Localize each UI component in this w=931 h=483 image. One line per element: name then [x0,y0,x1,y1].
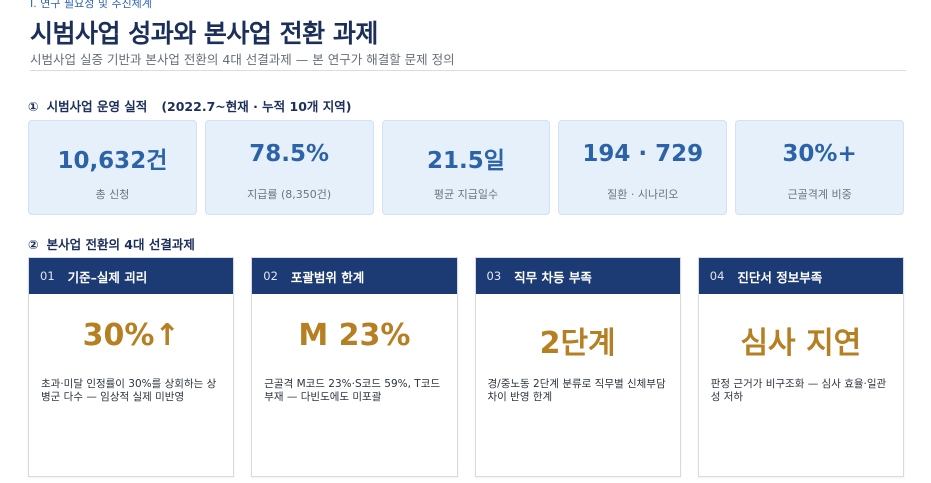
task-title: 직무 차등 부족 [514,269,592,285]
section-subtitle: (2022.7~현재 · 누적 10개 지역) [161,99,352,114]
task-title: 기준–실제 괴리 [67,269,148,285]
task-highlight: 심사 지연 [740,326,862,361]
page-title: 시범사업 성과와 본사업 전환 과제 [30,19,378,48]
section-tag: I. 연구 필요성 및 추진체계 [30,0,152,10]
stat-label: 평균 지급일수 [433,188,499,201]
task-header: 02 포괄범위 한계 [252,258,457,294]
section-number: ② [28,237,39,252]
stat-card-diseases-scenarios: 194 · 729 질환 · 시나리오 [558,120,728,215]
task-number: 03 [486,269,502,283]
task-header: 01 기준–실제 괴리 [29,258,234,294]
header-divider [30,70,906,71]
stat-value: 30%+ [782,141,857,167]
stat-label: 근골격계 비중 [787,188,852,201]
stat-card-payment-rate: 78.5% 지급률 (8,350건) [204,120,374,215]
task-card-coverage: 02 포괄범위 한계 M 23% 근골격 M코드 23%·S코드 59%, T코… [251,257,458,477]
task-title: 포괄범위 한계 [290,269,365,285]
stat-card-payment-days: 21.5일 평균 지급일수 [381,120,551,215]
stat-value: 21.5일 [427,148,505,174]
task-header: 04 진단서 정보부족 [698,258,903,294]
task-number: 01 [40,269,55,283]
section-number: ① [28,99,39,114]
stat-value: 10,632건 [57,148,168,174]
task-highlight: M 23% [298,318,411,353]
task-description: 초과·미달 인정률이 30%를 상회하는 상병군 다수 — 임상적 실제 미반영 [41,378,217,403]
stat-label: 지급률 (8,350건) [247,188,332,201]
task-description: 경/중노동 2단계 분류로 직무별 신체부담 차이 반영 한계 [487,378,666,403]
task-description: 근골격 M코드 23%·S코드 59%, T코드 부재 — 다빈도에도 미포괄 [264,378,441,403]
task-number: 04 [709,269,725,283]
stat-card-musculoskeletal-share: 30%+ 근골격계 비중 [735,120,904,215]
stat-value: 78.5% [249,141,330,167]
tasks-row: 01 기준–실제 괴리 30%↑ 초과·미달 인정률이 30%를 상회하는 상병… [28,257,904,477]
task-card-gap: 01 기준–실제 괴리 30%↑ 초과·미달 인정률이 30%를 상회하는 상병… [28,257,235,477]
task-header: 03 직무 차등 부족 [475,258,680,294]
stat-card-applications: 10,632건 총 신청 [28,120,197,215]
task-highlight: 2단계 [539,326,616,361]
task-highlight: 30%↑ [82,318,180,353]
section-title: 시범사업 운영 실적 [46,99,148,114]
stat-label: 질환 · 시나리오 [607,188,679,201]
section-heading-tasks: ② 본사업 전환의 4대 선결과제 [28,234,195,253]
task-card-job-differentiation: 03 직무 차등 부족 2단계 경/중노동 2단계 분류로 직무별 신체부담 차… [474,257,681,477]
task-title: 진단서 정보부족 [737,269,823,285]
section-title: 본사업 전환의 4대 선결과제 [46,237,195,252]
section-heading-performance: ① 시범사업 운영 실적 (2022.7~현재 · 누적 10개 지역) [28,96,352,115]
task-card-certificate-info: 04 진단서 정보부족 심사 지연 판정 근거가 비구조화 — 심사 효율·일관… [697,257,904,477]
task-number: 02 [263,269,278,283]
task-description: 판정 근거가 비구조화 — 심사 효율·일관성 저하 [710,378,887,403]
stats-row: 10,632건 총 신청 78.5% 지급률 (8,350건) 21.5일 평균… [28,120,904,215]
stat-value: 194 · 729 [582,141,704,167]
stat-label: 총 신청 [95,188,130,201]
page-subtitle: 시범사업 실증 기반과 본사업 전환의 4대 선결과제 — 본 연구가 해결할 … [30,52,455,67]
